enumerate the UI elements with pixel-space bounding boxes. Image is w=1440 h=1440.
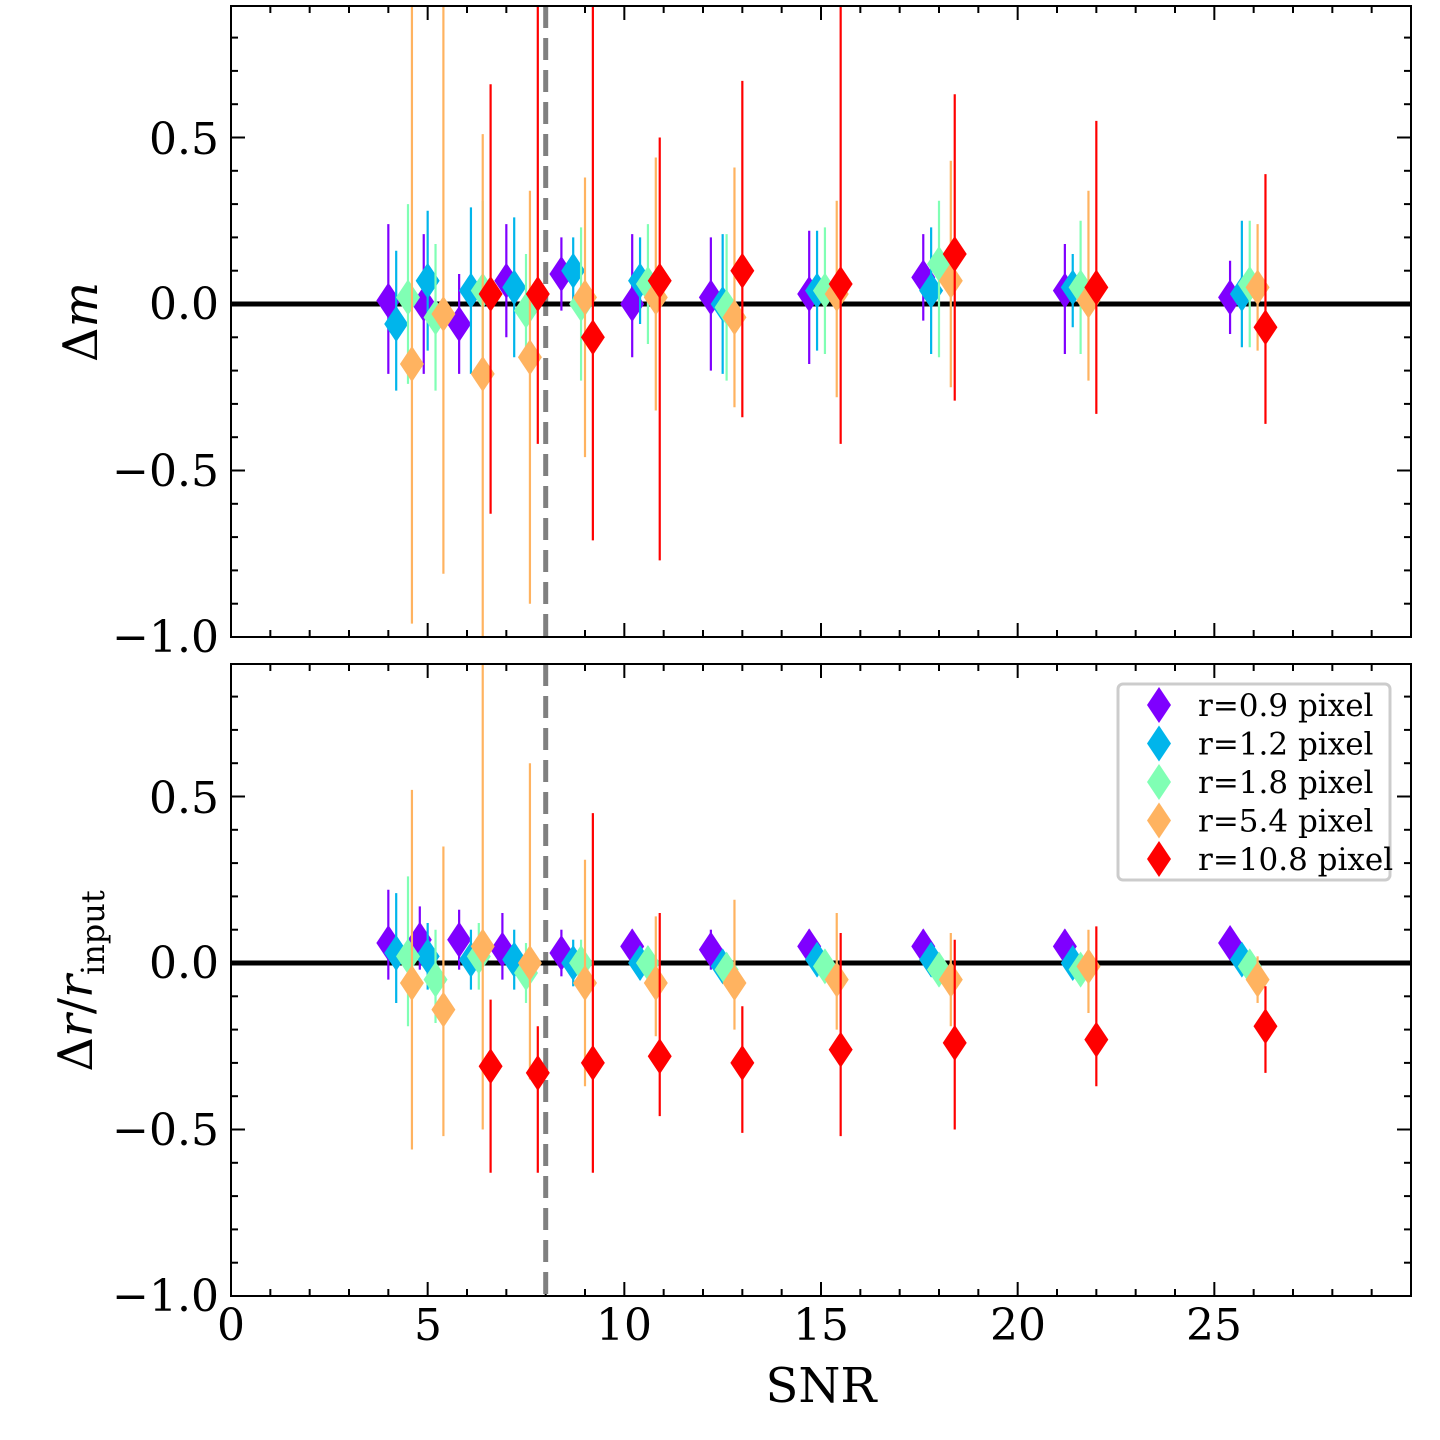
bottom-data-point bbox=[447, 921, 472, 958]
bottom-data-point bbox=[643, 964, 668, 1001]
top-data-point bbox=[502, 269, 527, 306]
bottom-data-point bbox=[938, 961, 963, 998]
series-r-10-8-pixel bbox=[478, 6, 1278, 561]
bottom-x-tick-labels: 0 5 10 15 20 25 bbox=[217, 1300, 1242, 1351]
top-panel-data bbox=[376, 6, 1278, 637]
bottom-data-point bbox=[478, 1048, 503, 1085]
bottom-ytick-label: −0.5 bbox=[112, 1105, 219, 1156]
bottom-data-point bbox=[470, 928, 495, 965]
top-data-point bbox=[431, 295, 456, 332]
xtick-label: 10 bbox=[596, 1300, 652, 1351]
bottom-data-point bbox=[647, 1038, 672, 1075]
legend-label: r=1.2 pixel bbox=[1198, 727, 1373, 763]
series-r-5-4-pixel bbox=[399, 664, 1270, 1150]
bottom-panel: 0.5 0.0 −0.5 −1.0 0 5 10 15 20 25 SNR Δr… bbox=[48, 663, 1412, 1414]
bottom-data-point bbox=[431, 991, 456, 1028]
bottom-y-tick-labels: 0.5 0.0 −0.5 −1.0 bbox=[112, 773, 219, 1322]
bottom-panel-frame bbox=[230, 663, 1412, 1297]
top-data-point bbox=[1245, 269, 1270, 306]
bottom-data-point bbox=[399, 964, 424, 1001]
top-data-point bbox=[384, 305, 409, 342]
bottom-data-point bbox=[722, 964, 747, 1001]
xtick-label: 0 bbox=[217, 1300, 245, 1351]
top-data-point bbox=[415, 262, 440, 299]
top-data-point bbox=[478, 276, 503, 313]
bottom-y-axis-label: Δr/rinput bbox=[48, 890, 112, 1072]
bottom-data-point bbox=[824, 961, 849, 998]
top-data-point bbox=[919, 272, 944, 309]
bottom-data-point bbox=[580, 1044, 605, 1081]
top-data-point bbox=[561, 252, 586, 289]
legend-marker bbox=[1147, 687, 1171, 723]
top-panel-ticks bbox=[230, 6, 1412, 638]
legend-box bbox=[1116, 682, 1392, 882]
bottom-data-point bbox=[1245, 961, 1270, 998]
legend-marker bbox=[1147, 802, 1171, 839]
top-data-point bbox=[525, 276, 550, 313]
top-ytick-label: 0.0 bbox=[149, 279, 219, 330]
top-data-point bbox=[938, 262, 963, 299]
top-data-point bbox=[399, 345, 424, 382]
bottom-ytick-label: −1.0 bbox=[112, 1271, 219, 1322]
bottom-ytick-label: 0.0 bbox=[149, 938, 219, 989]
bottom-data-point bbox=[517, 945, 542, 981]
legend-marker bbox=[1147, 841, 1171, 877]
legend-label: r=0.9 pixel bbox=[1198, 688, 1373, 724]
series-r-10-8-pixel bbox=[478, 813, 1278, 1173]
top-data-point bbox=[1084, 269, 1109, 306]
top-data-point bbox=[1253, 309, 1278, 346]
bottom-data-point bbox=[828, 1031, 853, 1068]
bottom-panel-data bbox=[376, 664, 1278, 1173]
legend-label: r=5.4 pixel bbox=[1198, 804, 1373, 840]
top-panel: 0.5 0.0 −0.5 −1.0 Δm bbox=[53, 5, 1412, 663]
bottom-ytick-label: 0.5 bbox=[149, 773, 219, 824]
bottom-data-point bbox=[942, 1024, 967, 1061]
top-ytick-label: 0.5 bbox=[149, 114, 219, 165]
bottom-data-point bbox=[1084, 1021, 1109, 1058]
legend-label: r=1.8 pixel bbox=[1198, 765, 1373, 801]
top-ytick-label: −0.5 bbox=[112, 446, 219, 497]
bottom-data-point bbox=[730, 1044, 755, 1081]
legend-marker bbox=[1147, 764, 1171, 800]
top-y-axis-label: Δm bbox=[53, 282, 109, 362]
top-data-point bbox=[730, 252, 755, 289]
bottom-data-point bbox=[573, 964, 597, 1001]
top-data-point bbox=[396, 279, 420, 316]
top-data-point bbox=[580, 319, 605, 356]
bottom-data-point bbox=[525, 1054, 550, 1091]
top-data-point bbox=[722, 299, 747, 336]
x-axis-label: SNR bbox=[765, 1358, 878, 1414]
xtick-label: 5 bbox=[414, 1300, 442, 1351]
top-data-point bbox=[573, 279, 597, 316]
top-data-point bbox=[647, 262, 672, 299]
top-data-point bbox=[828, 266, 853, 303]
top-ytick-label: −1.0 bbox=[112, 612, 219, 663]
bottom-data-point bbox=[1076, 948, 1101, 985]
xtick-label: 20 bbox=[990, 1300, 1046, 1351]
top-data-point bbox=[942, 236, 967, 273]
top-y-tick-labels: 0.5 0.0 −0.5 −1.0 bbox=[112, 114, 219, 663]
bottom-data-point bbox=[423, 961, 448, 998]
top-data-point bbox=[470, 355, 495, 392]
xtick-label: 25 bbox=[1186, 1300, 1242, 1351]
legend-label: r=10.8 pixel bbox=[1198, 842, 1393, 878]
top-data-point bbox=[517, 339, 542, 376]
top-panel-frame bbox=[230, 5, 1412, 638]
bottom-data-point bbox=[490, 931, 515, 968]
bottom-data-point bbox=[1253, 1008, 1278, 1045]
bottom-data-point bbox=[396, 938, 420, 975]
legend-marker bbox=[1147, 725, 1171, 762]
xtick-label: 15 bbox=[793, 1300, 849, 1351]
